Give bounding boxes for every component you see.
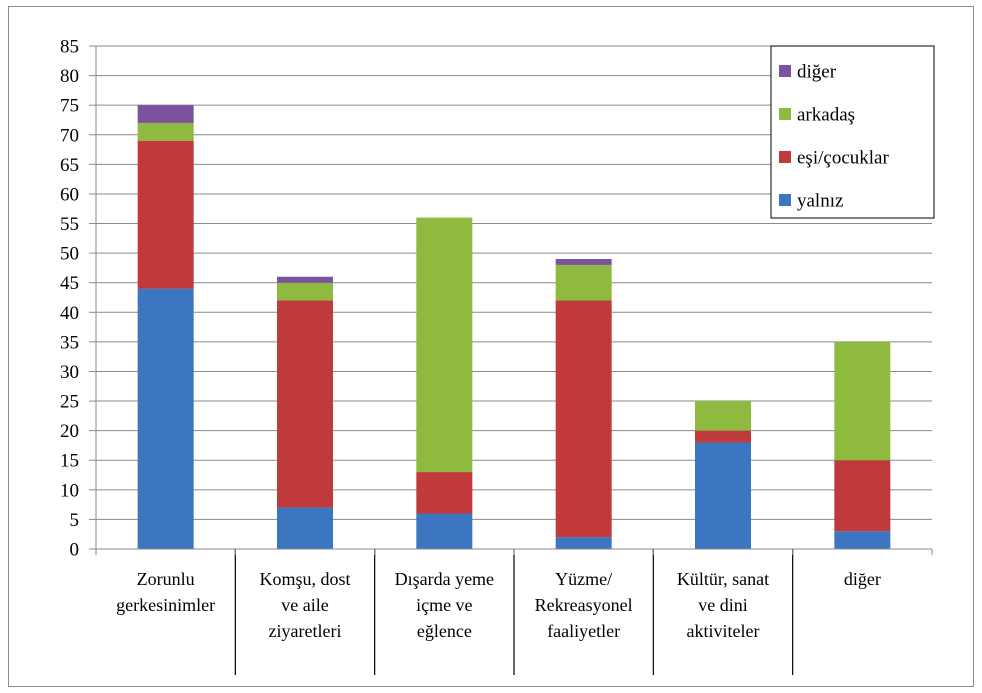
bar-segment (416, 217, 473, 473)
bar-segment (416, 472, 473, 514)
bar-segment (277, 282, 333, 301)
bar-segment (555, 259, 612, 265)
bar-segment (555, 264, 612, 301)
y-axis-tick-labels: 0 5 10 15 20 25 30 35 40 45 50 55 60 65 70 75 80 85 (60, 37, 79, 561)
bar-segment (834, 531, 891, 549)
bar-segment (277, 276, 333, 283)
y-tick-label: 20 (60, 421, 79, 442)
legend-label: arkadaş (797, 105, 855, 126)
axes (89, 45, 933, 675)
bar-segment (834, 460, 891, 532)
legend: diğer arkadaş eşi/çocuklar yalnız (770, 45, 935, 219)
bar-segment (416, 513, 473, 549)
bar-segment (695, 401, 751, 431)
y-tick-label: 40 (60, 303, 79, 324)
y-tick-label: 60 (60, 184, 79, 205)
legend-label: eşi/çocuklar (797, 148, 889, 169)
y-tick-label: 15 (60, 451, 79, 472)
x-category-label: Zorunlu gerkesinimler (116, 569, 215, 615)
bar-segment (695, 430, 751, 443)
bar-segment (555, 300, 612, 538)
x-category-label: Yüzme/Rekreasyonel faaliyetler (535, 569, 633, 641)
bar-segment (137, 122, 194, 141)
bar-segment (555, 537, 612, 549)
y-tick-label: 50 (60, 244, 79, 265)
y-tick-label: 30 (60, 362, 79, 383)
y-tick-label: 70 (60, 125, 79, 146)
legend-swatch (779, 194, 791, 206)
bar-segment (137, 105, 194, 123)
x-category-label: Komşu, dost ve aile ziyaretleri (259, 569, 350, 641)
bars (137, 105, 891, 549)
y-tick-label: 35 (60, 332, 79, 353)
legend-label: yalnız (797, 191, 843, 212)
bar-segment (277, 507, 333, 549)
x-axis-category-labels: Zorunlu gerkesinimler Komşu, dost ve aile zi… (116, 569, 881, 641)
bar-segment (277, 300, 333, 508)
legend-box (770, 45, 935, 219)
bar-segment (834, 341, 891, 461)
y-tick-label: 80 (60, 66, 79, 87)
gridlines (96, 45, 932, 520)
x-category-label: diğer (844, 569, 881, 589)
bar-segment (137, 288, 194, 549)
y-tick-label: 85 (60, 37, 79, 58)
legend-swatch (779, 151, 791, 163)
legend-label: diğer (797, 62, 837, 83)
y-tick-label: 45 (60, 273, 79, 294)
y-tick-label: 25 (60, 392, 79, 413)
legend-swatch (779, 108, 791, 120)
y-tick-label: 55 (60, 214, 79, 235)
y-tick-label: 5 (70, 510, 80, 531)
y-tick-label: 65 (60, 155, 79, 176)
y-tick-label: 75 (60, 96, 79, 117)
bar-segment (137, 140, 194, 289)
bar-segment (695, 442, 751, 549)
y-tick-label: 0 (70, 540, 80, 561)
y-tick-label: 10 (60, 480, 79, 501)
legend-swatch (779, 65, 791, 77)
x-category-label: Kültür, sanat ve dini aktiviteler (677, 569, 769, 641)
x-category-label: Dışarda yeme içme ve eğlence (395, 569, 494, 641)
